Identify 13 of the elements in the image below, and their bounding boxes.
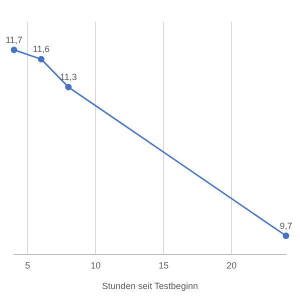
data-label: 11,6 xyxy=(32,44,50,54)
x-tick-label: 20 xyxy=(226,260,237,270)
point xyxy=(282,232,290,240)
data-label: 9,7 xyxy=(280,220,292,231)
data-label: 11,7 xyxy=(6,34,22,45)
x-tick-label: 5 xyxy=(25,260,30,270)
point xyxy=(65,84,72,90)
data-label: 11,3 xyxy=(60,72,77,82)
point xyxy=(10,46,18,54)
x-tick-label: 10 xyxy=(90,260,101,270)
x-tick-label: 15 xyxy=(158,260,169,270)
point xyxy=(38,56,44,62)
x-axis-title: Stunden seit Testbeginn xyxy=(102,281,198,292)
